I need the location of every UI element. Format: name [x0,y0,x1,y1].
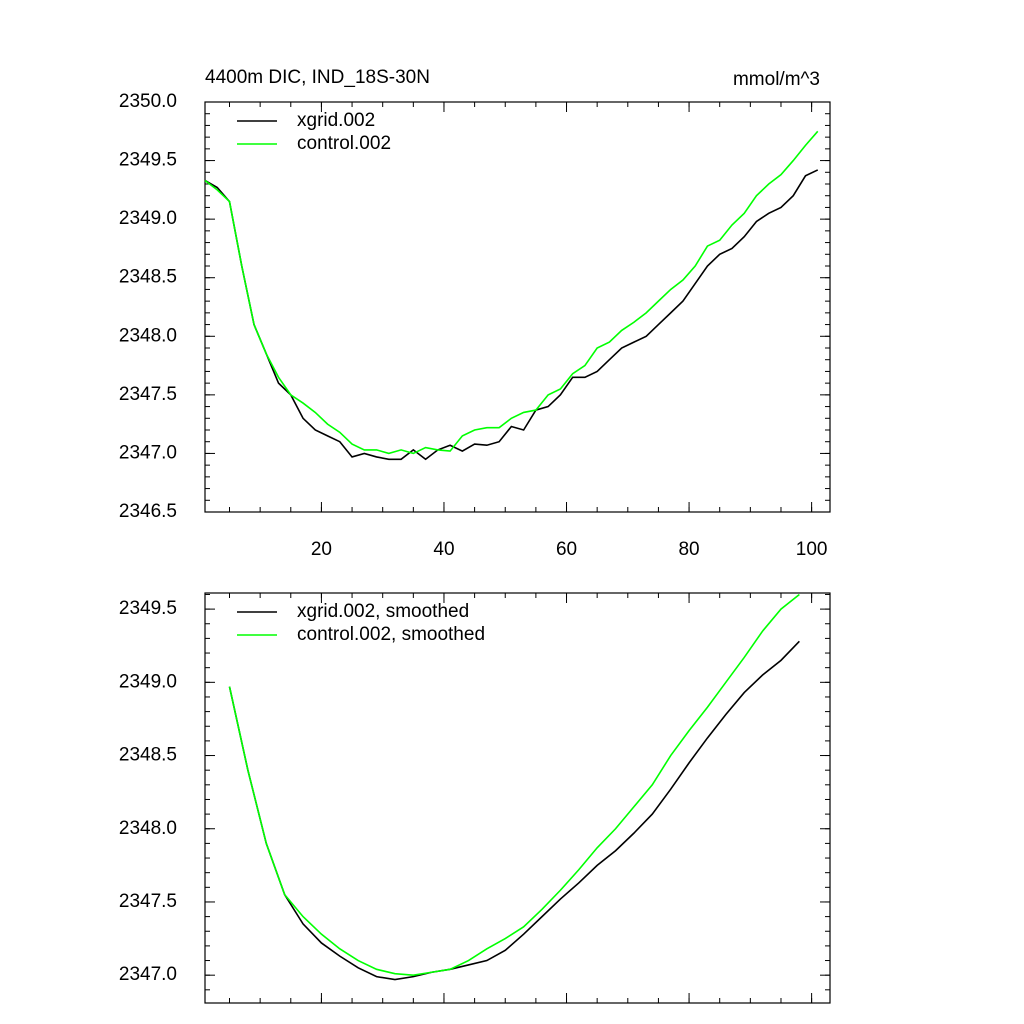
legend-label: xgrid.002, smoothed [297,601,469,622]
y-tick-label: 2348.5 [119,267,177,288]
y-tick-label: 2348.0 [119,818,177,839]
series-line [228,640,800,981]
y-tick-label: 2349.0 [119,671,177,692]
x-tick-label: 20 [311,539,332,560]
legend-label: control.002, smoothed [297,624,485,645]
y-tick-label: 2347.0 [119,964,177,985]
y-tick-label: 2347.5 [119,891,177,912]
plot-frame [204,592,831,1004]
x-tick-label: 80 [678,539,699,560]
x-tick-label: 60 [556,539,577,560]
y-tick-label: 2349.0 [119,208,177,229]
y-tick-label: 2350.0 [119,91,177,112]
series-line [228,593,800,976]
chart-title: 4400m DIC, IND_18S-30N [205,67,430,88]
y-tick-label: 2347.0 [119,442,177,463]
y-tick-label: 2349.5 [119,150,177,171]
x-tick-label: 40 [433,539,454,560]
x-tick-label: 100 [796,539,828,560]
legend-label: control.002 [297,133,391,154]
series-line [204,130,819,455]
y-tick-label: 2349.5 [119,598,177,619]
y-tick-label: 2348.5 [119,745,177,766]
legend-label: xgrid.002 [297,110,375,131]
y-tick-label: 2347.5 [119,384,177,405]
plot-frame [204,101,831,513]
y-tick-label: 2346.5 [119,501,177,522]
series-line [204,169,819,461]
units-label: mmol/m^3 [733,69,820,90]
y-tick-label: 2348.0 [119,325,177,346]
